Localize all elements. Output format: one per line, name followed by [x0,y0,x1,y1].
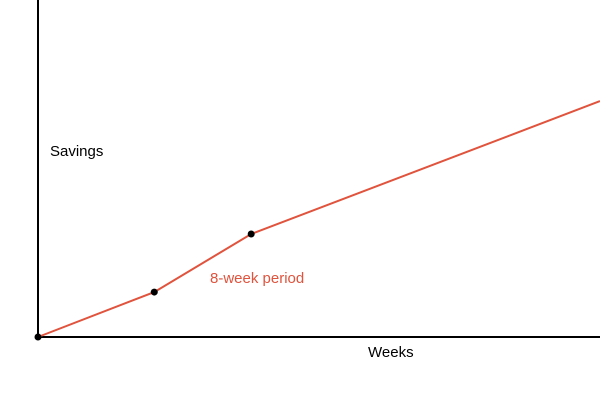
annotation-8-week-period: 8-week period [210,270,304,287]
data-point-0 [34,333,42,341]
savings-line [37,100,600,338]
data-point-1 [150,288,158,296]
data-point-2 [247,230,255,238]
data-points [34,230,255,341]
y-axis-label: Savings [50,143,103,160]
x-axis-label: Weeks [368,344,414,361]
